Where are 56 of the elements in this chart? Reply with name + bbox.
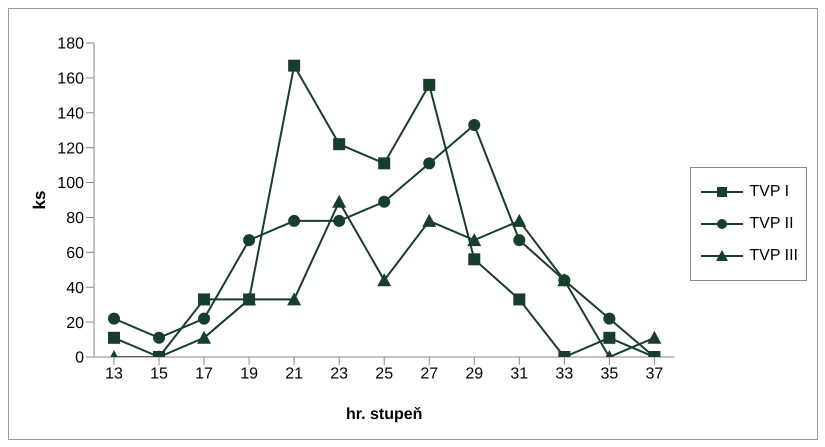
point	[513, 234, 526, 246]
x-tick-label: 35	[600, 365, 618, 382]
point	[287, 292, 302, 306]
x-tick-label: 25	[375, 365, 394, 382]
point	[467, 233, 482, 246]
point	[288, 214, 300, 227]
legend-label: TVP III	[749, 247, 798, 265]
point	[332, 194, 346, 208]
x-tick-label: 19	[240, 365, 258, 382]
y-tick-label: 180	[57, 36, 84, 53]
point	[333, 214, 346, 227]
y-tick-label: 20	[66, 314, 84, 332]
point	[288, 60, 300, 72]
point	[198, 312, 210, 325]
point	[378, 157, 390, 170]
y-tick-label: 140	[57, 105, 84, 122]
x-tick-label: 17	[195, 365, 214, 382]
x-tick-label: 31	[510, 365, 528, 382]
y-tick-label: 0	[75, 350, 84, 367]
point	[512, 214, 526, 227]
x-tick-label: 13	[105, 365, 123, 382]
x-axis-title: hr. stupeň	[346, 406, 422, 423]
point	[197, 330, 212, 344]
point	[603, 312, 616, 325]
legend-label: TVP II	[749, 215, 794, 233]
point	[423, 157, 436, 170]
x-tick-label: 27	[420, 365, 438, 382]
y-tick-label: 40	[66, 280, 84, 297]
point	[153, 332, 166, 344]
y-tick-label: 120	[57, 140, 84, 158]
point	[603, 332, 616, 344]
point	[468, 118, 480, 131]
x-tick-label: 37	[645, 365, 664, 382]
point	[377, 273, 392, 286]
point	[108, 332, 120, 344]
point	[378, 196, 390, 208]
x-tick-label: 23	[330, 365, 348, 382]
y-tick-label: 80	[66, 210, 84, 228]
y-tick-label: 60	[66, 245, 84, 262]
y-tick-label: 160	[57, 70, 84, 88]
point	[423, 78, 436, 91]
point	[513, 293, 526, 306]
x-tick-label: 15	[150, 365, 168, 382]
point	[333, 138, 346, 150]
legend-label: TVP I	[749, 183, 790, 201]
y-axis-title: ks	[30, 190, 50, 210]
point	[198, 293, 210, 306]
point	[422, 214, 436, 227]
y-tick-label: 100	[57, 175, 84, 192]
x-tick-label: 21	[285, 365, 304, 382]
point	[243, 234, 256, 246]
point	[647, 330, 662, 344]
x-tick-label: 29	[465, 365, 484, 382]
point	[468, 253, 480, 266]
point	[108, 312, 120, 325]
x-tick-label: 33	[555, 365, 574, 382]
